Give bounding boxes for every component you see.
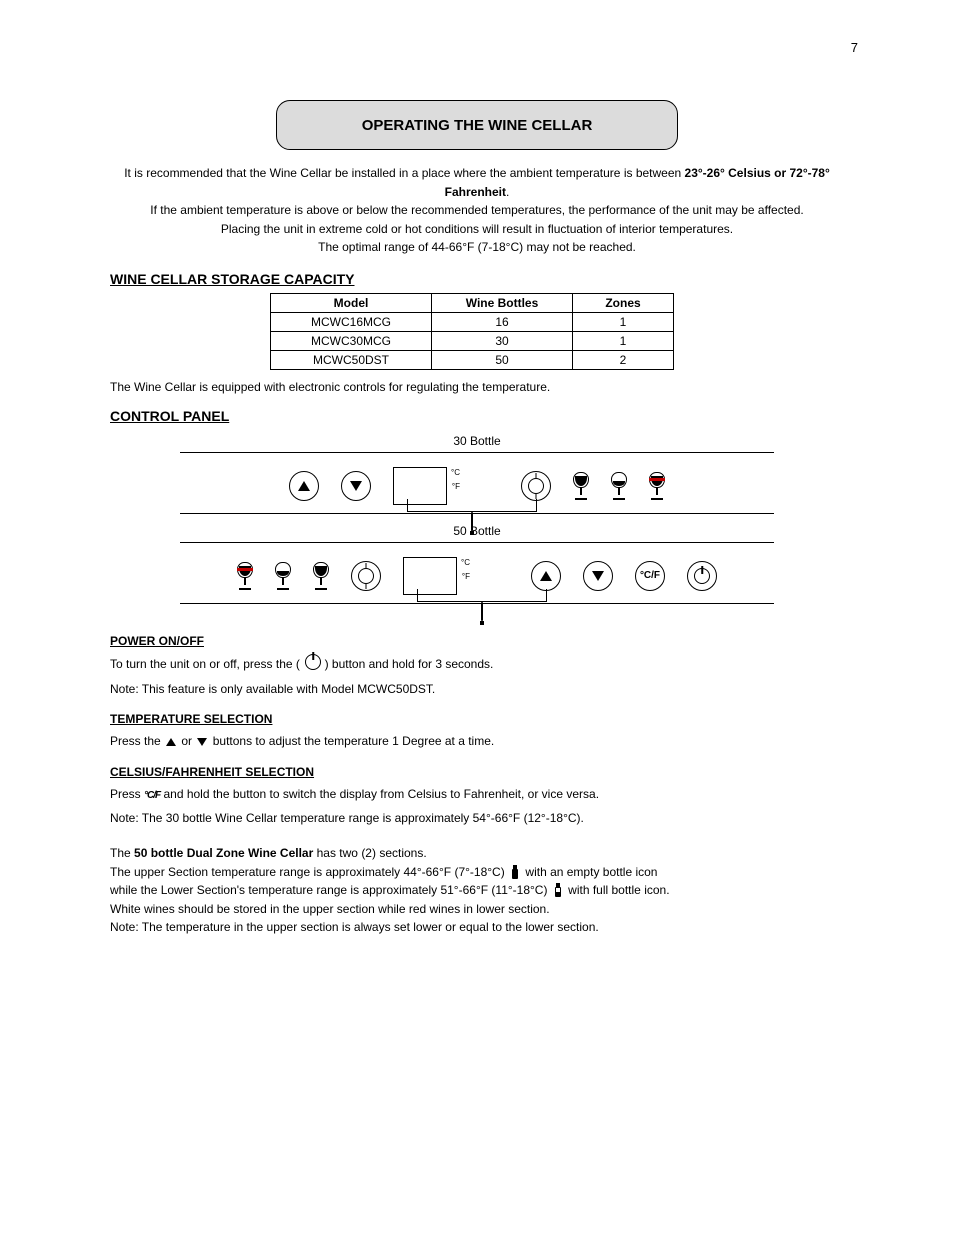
wine-icon-rose bbox=[275, 562, 291, 590]
temp-para-before: Press the bbox=[110, 734, 164, 748]
temp-heading: TEMPERATURE SELECTION bbox=[110, 712, 844, 726]
wine-icon-white bbox=[313, 562, 329, 590]
cell: MCWC16MCG bbox=[271, 312, 432, 331]
cf-para-before: Press bbox=[110, 787, 144, 801]
fifty-bold: 50 bottle Dual Zone Wine Cellar bbox=[134, 846, 313, 860]
cf-icon: °C/F bbox=[144, 790, 160, 801]
table-row: MCWC16MCG 16 1 bbox=[271, 312, 674, 331]
fifty-line2-before: The upper Section temperature range is a… bbox=[110, 865, 508, 879]
control-heading: CONTROL PANEL bbox=[110, 408, 844, 424]
lock-bracket-group: °C °F bbox=[393, 467, 551, 505]
intro-line1-prefix: It is recommended that the Wine Cellar b… bbox=[124, 166, 684, 180]
fifty-line2-after: with an empty bottle icon bbox=[525, 865, 657, 879]
intro-line4: The optimal range of 44-66°F (7-18°C) ma… bbox=[318, 240, 636, 254]
capacity-heading: WINE CELLAR STORAGE CAPACITY bbox=[110, 271, 844, 287]
col-model: Model bbox=[271, 293, 432, 312]
cell: 30 bbox=[432, 331, 573, 350]
bottle-full-icon bbox=[555, 883, 561, 897]
light-icon bbox=[358, 568, 374, 584]
light-button[interactable] bbox=[521, 471, 551, 501]
cell: 16 bbox=[432, 312, 573, 331]
triangle-up-icon bbox=[540, 571, 552, 581]
power-icon bbox=[694, 568, 710, 584]
temp-up-button[interactable] bbox=[289, 471, 319, 501]
fifty-line3-before: while the Lower Section's temperature ra… bbox=[110, 883, 551, 897]
light-button[interactable] bbox=[351, 561, 381, 591]
triangle-down-icon bbox=[592, 571, 604, 581]
intro-line3: Placing the unit in extreme cold or hot … bbox=[221, 222, 733, 236]
cf-heading: CELSIUS/FAHRENHEIT SELECTION bbox=[110, 765, 844, 779]
temp-para-after: buttons to adjust the temperature 1 Degr… bbox=[213, 734, 495, 748]
cell: 50 bbox=[432, 350, 573, 369]
control-panel-30: °C °F bbox=[180, 452, 774, 514]
temp-down-button[interactable] bbox=[583, 561, 613, 591]
table-row: MCWC30MCG 30 1 bbox=[271, 331, 674, 350]
unit-c-label: °C bbox=[461, 558, 470, 567]
lock-bracket-group: °C °F bbox=[403, 557, 561, 595]
fifty-line5: Note: The temperature in the upper secti… bbox=[110, 920, 599, 934]
fifty-line1-prefix: The bbox=[110, 846, 134, 860]
table-row: MCWC50DST 50 2 bbox=[271, 350, 674, 369]
power-heading: POWER ON/OFF bbox=[110, 634, 844, 648]
control-panel-50: °C °F °C/F bbox=[180, 542, 774, 604]
wine-icon-rose bbox=[611, 472, 627, 500]
unit-f-label: °F bbox=[462, 572, 470, 581]
power-para-before: To turn the unit on or off, press the ( bbox=[110, 657, 300, 671]
triangle-down-icon bbox=[197, 738, 207, 746]
temp-paragraph: Press the or buttons to adjust the tempe… bbox=[110, 732, 844, 751]
wine-icon-red bbox=[649, 472, 665, 500]
panel-label-30: 30 Bottle bbox=[110, 434, 844, 448]
fifty-paragraph: The 50 bottle Dual Zone Wine Cellar has … bbox=[110, 844, 844, 937]
wine-icon-white bbox=[573, 472, 589, 500]
cell: 1 bbox=[573, 331, 674, 350]
page-title-text: OPERATING THE WINE CELLAR bbox=[362, 117, 593, 134]
capacity-table: Model Wine Bottles Zones MCWC16MCG 16 1 … bbox=[270, 293, 674, 370]
triangle-up-icon bbox=[298, 481, 310, 491]
power-note: Note: This feature is only available wit… bbox=[110, 680, 844, 699]
page-title: OPERATING THE WINE CELLAR bbox=[276, 100, 678, 150]
lock-icon bbox=[471, 512, 473, 531]
cf-note: Note: The 30 bottle Wine Cellar temperat… bbox=[110, 809, 844, 828]
fifty-line1-suffix: has two (2) sections. bbox=[317, 846, 427, 860]
col-zones: Zones bbox=[573, 293, 674, 312]
cell: 1 bbox=[573, 312, 674, 331]
fifty-line3-after: with full bottle icon. bbox=[568, 883, 669, 897]
power-para-after: ) button and hold for 3 seconds. bbox=[325, 657, 494, 671]
unit-c-label: °C bbox=[451, 468, 460, 477]
wine-icon-red bbox=[237, 562, 253, 590]
light-icon bbox=[528, 478, 544, 494]
page-number: 7 bbox=[851, 40, 858, 55]
temp-or: or bbox=[181, 734, 195, 748]
cell: MCWC50DST bbox=[271, 350, 432, 369]
temp-down-button[interactable] bbox=[341, 471, 371, 501]
cell: MCWC30MCG bbox=[271, 331, 432, 350]
cf-icon: °C/F bbox=[640, 570, 660, 581]
power-icon bbox=[305, 654, 319, 668]
fifty-line4: White wines should be stored in the uppe… bbox=[110, 902, 550, 916]
intro-line2: If the ambient temperature is above or b… bbox=[150, 203, 803, 217]
table-row: Model Wine Bottles Zones bbox=[271, 293, 674, 312]
triangle-up-icon bbox=[166, 738, 176, 746]
unit-f-label: °F bbox=[452, 482, 460, 491]
lock-icon bbox=[481, 602, 483, 621]
col-bottles: Wine Bottles bbox=[432, 293, 573, 312]
cf-toggle-button[interactable]: °C/F bbox=[635, 561, 665, 591]
cell: 2 bbox=[573, 350, 674, 369]
power-button[interactable] bbox=[687, 561, 717, 591]
power-paragraph: To turn the unit on or off, press the ( … bbox=[110, 654, 844, 674]
bottle-empty-icon bbox=[512, 865, 518, 879]
temp-up-button[interactable] bbox=[531, 561, 561, 591]
intro-block: It is recommended that the Wine Cellar b… bbox=[110, 164, 844, 257]
intro-line1-suffix: . bbox=[506, 185, 509, 199]
triangle-down-icon bbox=[350, 481, 362, 491]
cf-para-after: and hold the button to switch the displa… bbox=[163, 787, 599, 801]
cf-paragraph: Press °C/F and hold the button to switch… bbox=[110, 785, 844, 804]
control-intro: The Wine Cellar is equipped with electro… bbox=[110, 380, 844, 394]
